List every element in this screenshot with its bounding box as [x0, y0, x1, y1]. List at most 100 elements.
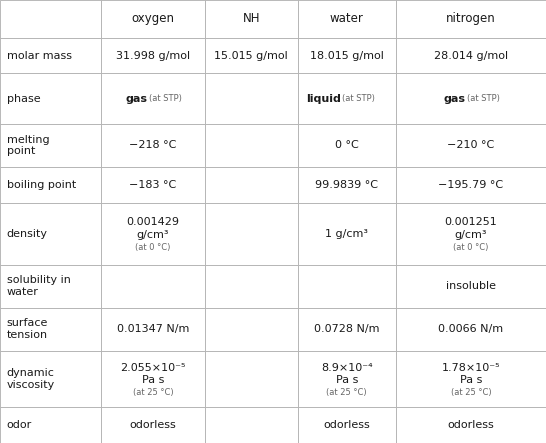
Text: (at 25 °C): (at 25 °C)	[450, 388, 491, 397]
Text: 1.78×10⁻⁵: 1.78×10⁻⁵	[442, 363, 500, 373]
Bar	[101, 74, 205, 124]
Bar	[396, 264, 546, 307]
Text: odorless: odorless	[323, 420, 370, 430]
Bar	[0, 202, 101, 264]
Text: density: density	[7, 229, 48, 239]
Text: 0.01347 N/m: 0.01347 N/m	[117, 324, 189, 334]
Bar	[205, 74, 298, 124]
Text: 31.998 g/mol: 31.998 g/mol	[116, 51, 190, 61]
Bar	[396, 0, 546, 38]
Text: oxygen: oxygen	[132, 12, 174, 25]
Text: insoluble: insoluble	[446, 281, 496, 291]
Bar	[396, 350, 546, 407]
Bar	[298, 167, 396, 202]
Bar	[396, 407, 546, 443]
Bar	[0, 264, 101, 307]
Text: 8.9×10⁻⁴: 8.9×10⁻⁴	[321, 363, 372, 373]
Bar	[298, 38, 396, 74]
Text: (at STP): (at STP)	[342, 94, 375, 103]
Text: Pa s: Pa s	[460, 375, 482, 385]
Text: (at 0 °C): (at 0 °C)	[135, 243, 170, 252]
Text: NH: NH	[242, 12, 260, 25]
Text: −210 °C: −210 °C	[447, 140, 495, 150]
Text: boiling point: boiling point	[7, 180, 76, 190]
Bar	[298, 124, 396, 167]
Bar	[101, 202, 205, 264]
Text: gas: gas	[443, 93, 465, 104]
Bar	[0, 307, 101, 350]
Bar	[0, 0, 101, 38]
Text: g/cm³: g/cm³	[136, 230, 169, 240]
Bar	[396, 124, 546, 167]
Text: 18.015 g/mol: 18.015 g/mol	[310, 51, 384, 61]
Text: solubility in
water: solubility in water	[7, 275, 70, 297]
Bar	[205, 167, 298, 202]
Bar	[298, 74, 396, 124]
Text: (at 0 °C): (at 0 °C)	[453, 243, 489, 252]
Bar	[101, 264, 205, 307]
Text: −195.79 °C: −195.79 °C	[438, 180, 503, 190]
Text: 1 g/cm³: 1 g/cm³	[325, 229, 368, 239]
Bar	[101, 0, 205, 38]
Text: 99.9839 °C: 99.9839 °C	[315, 180, 378, 190]
Text: odorless: odorless	[129, 420, 176, 430]
Bar	[0, 350, 101, 407]
Text: molar mass: molar mass	[7, 51, 72, 61]
Bar	[205, 0, 298, 38]
Bar	[298, 0, 396, 38]
Text: odor: odor	[7, 420, 32, 430]
Text: Pa s: Pa s	[336, 375, 358, 385]
Text: 0.001251: 0.001251	[444, 218, 497, 228]
Text: surface
tension: surface tension	[7, 319, 48, 340]
Bar	[396, 167, 546, 202]
Text: melting
point: melting point	[7, 135, 49, 156]
Text: 0.001429: 0.001429	[126, 218, 180, 228]
Text: 2.055×10⁻⁵: 2.055×10⁻⁵	[120, 363, 186, 373]
Text: odorless: odorless	[448, 420, 494, 430]
Bar	[396, 307, 546, 350]
Text: −183 °C: −183 °C	[129, 180, 176, 190]
Bar	[205, 350, 298, 407]
Text: gas: gas	[126, 93, 147, 104]
Bar	[0, 38, 101, 74]
Text: 0.0728 N/m: 0.0728 N/m	[314, 324, 379, 334]
Bar	[396, 202, 546, 264]
Bar	[205, 124, 298, 167]
Bar	[0, 74, 101, 124]
Text: (at 25 °C): (at 25 °C)	[327, 388, 367, 397]
Text: (at STP): (at STP)	[466, 94, 500, 103]
Bar	[0, 167, 101, 202]
Bar	[298, 202, 396, 264]
Bar	[101, 167, 205, 202]
Bar	[298, 407, 396, 443]
Text: liquid: liquid	[306, 93, 341, 104]
Bar	[396, 38, 546, 74]
Text: −218 °C: −218 °C	[129, 140, 176, 150]
Bar	[0, 407, 101, 443]
Bar	[101, 307, 205, 350]
Text: phase: phase	[7, 93, 40, 104]
Bar	[101, 124, 205, 167]
Text: 28.014 g/mol: 28.014 g/mol	[434, 51, 508, 61]
Bar	[101, 407, 205, 443]
Text: Pa s: Pa s	[142, 375, 164, 385]
Bar	[205, 202, 298, 264]
Bar	[205, 38, 298, 74]
Bar	[298, 350, 396, 407]
Bar	[205, 307, 298, 350]
Text: nitrogen: nitrogen	[446, 12, 496, 25]
Text: (at STP): (at STP)	[149, 94, 181, 103]
Text: water: water	[330, 12, 364, 25]
Text: dynamic
viscosity: dynamic viscosity	[7, 368, 55, 390]
Bar	[205, 264, 298, 307]
Bar	[298, 264, 396, 307]
Bar	[298, 307, 396, 350]
Bar	[0, 124, 101, 167]
Bar	[205, 407, 298, 443]
Text: 0.0066 N/m: 0.0066 N/m	[438, 324, 503, 334]
Text: g/cm³: g/cm³	[455, 230, 487, 240]
Text: 0 °C: 0 °C	[335, 140, 359, 150]
Text: (at 25 °C): (at 25 °C)	[133, 388, 173, 397]
Text: 15.015 g/mol: 15.015 g/mol	[214, 51, 288, 61]
Bar	[396, 74, 546, 124]
